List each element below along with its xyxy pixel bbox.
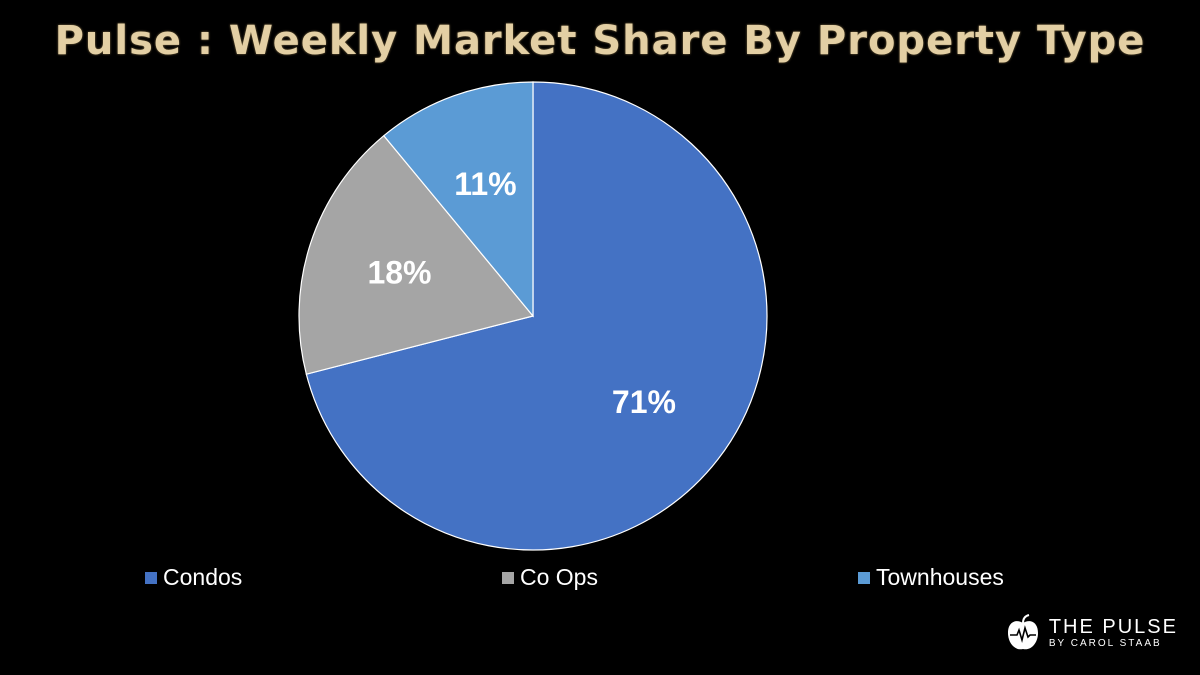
- pie-slice-townhouses[interactable]: [382, 81, 534, 318]
- legend-swatch-condos: [145, 571, 157, 584]
- pie-slice-condos[interactable]: [305, 81, 768, 551]
- apple-heartbeat-icon: [1007, 614, 1038, 650]
- legend-label-townhouses: Townhouses: [876, 564, 1004, 590]
- legend: Condos Co Ops Townhouses: [0, 564, 1200, 592]
- legend-label-co-ops: Co Ops: [520, 564, 598, 590]
- chart-title: Pulse : Weekly Market Share By Property …: [54, 18, 1146, 64]
- legend-swatch-co-ops: [502, 571, 514, 584]
- pie-label-condos: 71%: [612, 384, 676, 420]
- logo-brand-text: THE PULSE: [1048, 616, 1178, 638]
- legend-item-condos[interactable]: Condos: [145, 564, 242, 591]
- logo-subtitle-text: BY CAROL STAAB: [1048, 638, 1162, 649]
- pie-label-townhouses: 11%: [454, 166, 516, 202]
- pie-label-co-ops: 18%: [367, 255, 431, 291]
- pie-slices: [298, 81, 768, 551]
- legend-item-townhouses[interactable]: Townhouses: [858, 564, 1004, 591]
- legend-item-co-ops[interactable]: Co Ops: [502, 564, 598, 591]
- brand-logo: THE PULSE BY CAROL STAAB: [1005, 613, 1178, 653]
- legend-swatch-townhouses: [858, 571, 870, 584]
- legend-label-condos: Condos: [163, 564, 243, 590]
- pie-slice-co-ops[interactable]: [298, 134, 535, 375]
- pie-labels: 71% 18% 11%: [367, 166, 676, 420]
